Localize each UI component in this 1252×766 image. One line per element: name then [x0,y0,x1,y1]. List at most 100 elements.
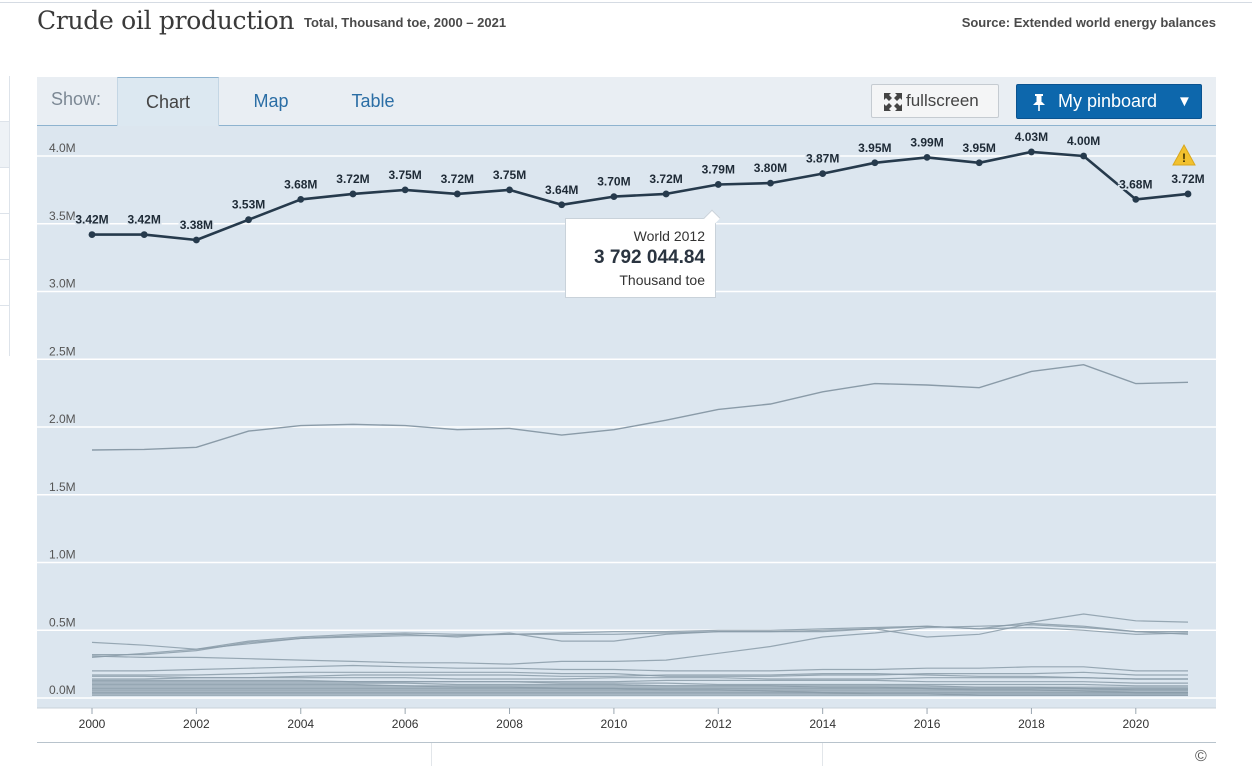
world-data-label: 3.99M [910,135,943,149]
series-line [92,671,1188,677]
world-data-point [558,201,566,209]
series-line [92,679,1188,684]
data-tooltip: World 2012 3 792 044.84 Thousand toe [565,209,721,298]
x-axis-band [37,708,1216,740]
world-data-point [349,190,357,198]
x-tick-label: 2002 [183,717,210,731]
world-data-label: 3.72M [441,172,474,186]
world-data-label: 3.64M [545,183,578,197]
tooltip-label: World 2012 [633,228,705,244]
series-line [91,613,1189,658]
world-data-point [1184,190,1192,198]
world-data-label: 3.72M [1171,172,1204,186]
y-tick-label: 0.5M [49,615,76,629]
series-line [91,624,1188,665]
left-rail-cell [0,260,9,306]
world-data-point [140,231,148,238]
series-line [92,664,1188,672]
footer-separator [822,743,823,766]
series-line [92,683,1188,690]
series-line [92,681,1188,687]
world-data-point [245,216,252,224]
tooltip-value: 3 792 044.84 [594,247,705,268]
x-tick-label: 2006 [392,717,419,731]
warning-icon [1172,143,1196,166]
world-data-label: 3.68M [284,177,317,191]
fullscreen-button[interactable]: fullscreen [871,84,999,118]
world-data-label: 3.72M [649,172,682,186]
tab-map[interactable]: Map [253,91,289,111]
y-tick-label: 3.5M [49,209,76,223]
caret-down-icon: ▼ [1177,93,1192,110]
footer-separator [431,743,432,766]
page-title: Crude oil production [37,6,295,35]
left-rail-cell [0,214,9,260]
series-line [92,687,1188,692]
y-tick-label: 4.0M [49,141,76,155]
world-data-point [714,181,722,188]
source-note: Source: Extended world energy balances [961,15,1216,30]
tab-chart[interactable]: Chart [117,77,219,126]
series-line [92,622,1189,656]
y-tick-label: 1.5M [49,480,76,494]
my-pinboard-button[interactable]: My pinboard ▼ [1016,84,1202,119]
copyright-mark: © [1195,748,1207,765]
world-data-label: 3.95M [858,141,891,155]
world-data-label: 3.79M [702,162,735,176]
world-data-point [453,190,461,198]
world-data-point [1132,195,1140,203]
y-tick-label: 2.0M [49,412,76,426]
world-data-label: 3.53M [232,198,265,212]
show-label: Show: [51,89,102,109]
series-line [92,677,1188,680]
world-data-point [610,193,618,201]
world-data-label: 4.03M [1015,130,1048,144]
expand-arrows-icon [884,93,902,111]
tooltip-unit: Thousand toe [619,272,705,288]
world-data-point [297,195,305,203]
world-data-label: 3.80M [754,161,787,175]
world-data-point [401,186,409,194]
world-data-point [1080,152,1088,160]
world-data-point [662,190,670,198]
world-data-point [767,179,774,187]
x-tick-label: 2016 [914,717,941,731]
series-line [92,682,1188,688]
series-line [92,685,1188,691]
world-data-point [88,231,96,238]
x-tick-label: 2014 [809,717,836,731]
world-data-label: 3.72M [336,172,369,186]
x-tick-label: 2020 [1122,717,1149,731]
world-data-point [192,236,200,244]
y-tick-label: 1.0M [49,548,76,562]
world-data-point [923,153,931,161]
x-tick-label: 2008 [496,717,523,731]
fullscreen-label: fullscreen [906,91,979,110]
top-border [0,2,1252,3]
page-subtitle: Total, Thousand toe, 2000 – 2021 [304,15,507,30]
pinboard-label: My pinboard [1058,91,1158,111]
x-tick-label: 2004 [287,717,314,731]
world-series-line [92,150,1189,242]
world-data-label: 3.42M [75,213,108,227]
chart-area: 0.0M 0.5M 1.0M 1.5M 2.0M 2.5M 3.0M 3.5M 4.0M 2000… [37,126,1216,740]
world-data-label: 4.00M [1067,134,1100,148]
footer-divider [37,742,1216,743]
left-rail [0,76,10,356]
series-line [92,691,1188,695]
world-data-point [506,186,513,194]
y-tick-label: 3.0M [49,277,76,291]
tab-table[interactable]: Table [351,91,395,111]
x-tick-label: 2000 [79,717,106,731]
series-line [91,363,1189,451]
view-toolbar: Show: Chart Map Table fullscreen My pinb… [37,77,1216,126]
world-data-point [975,159,983,167]
world-data-label: 3.70M [597,175,630,189]
left-rail-cell [0,168,9,214]
x-tick-label: 2018 [1018,717,1045,731]
series-line [91,625,1189,650]
x-tick-label: 2012 [705,717,732,731]
line-chart: 0.0M 0.5M 1.0M 1.5M 2.0M 2.5M 3.0M 3.5M 4.0M 2000… [37,128,1216,740]
world-data-point [819,170,827,178]
left-rail-cell [0,76,9,122]
